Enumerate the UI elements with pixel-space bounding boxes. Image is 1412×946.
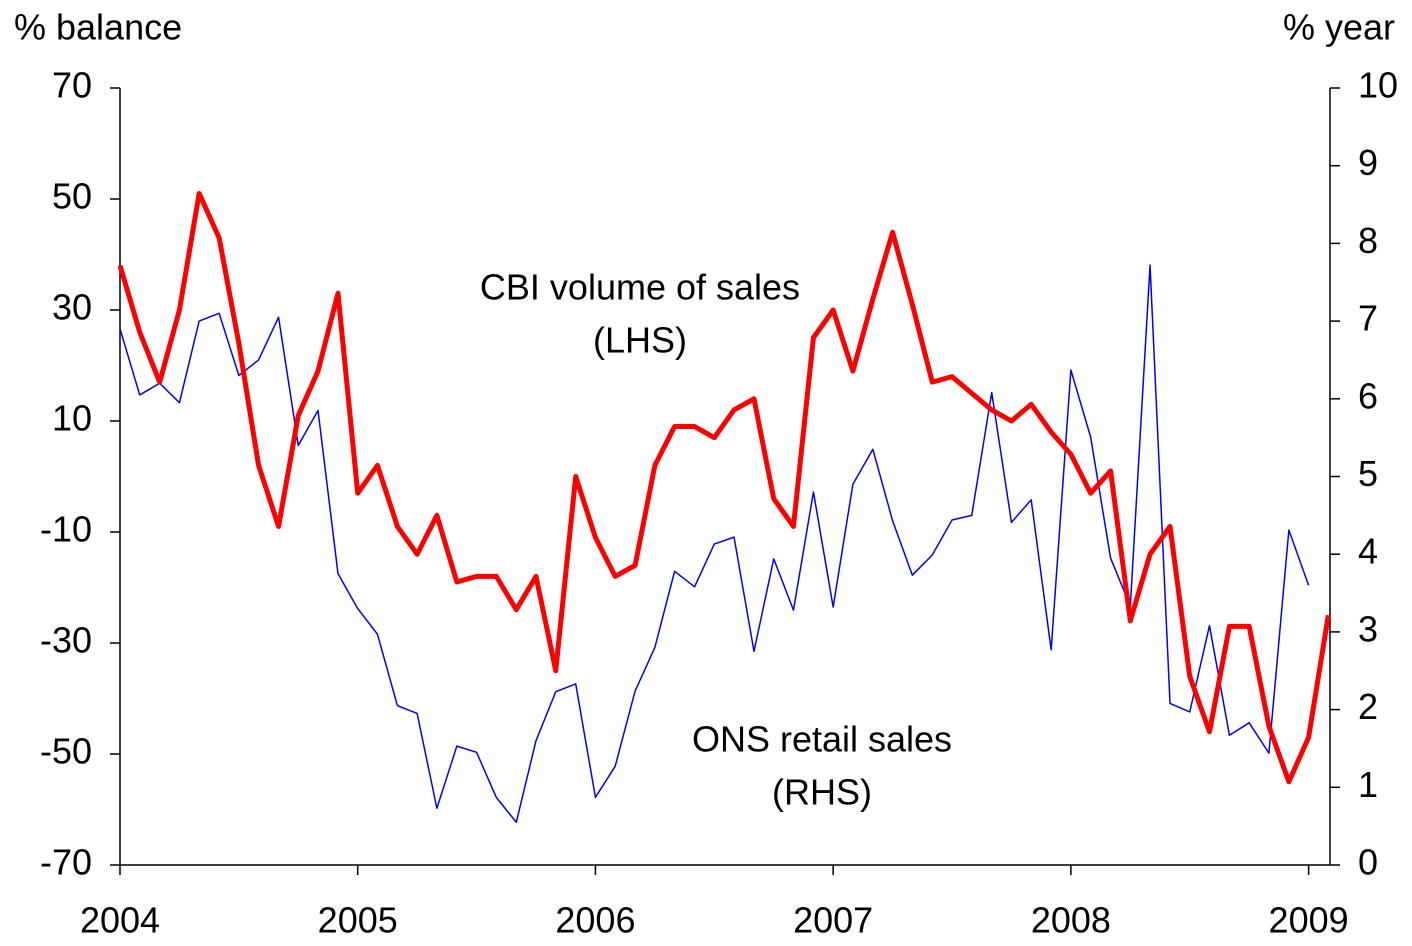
- y2-tick-label: 1: [1358, 764, 1378, 805]
- y-tick-label: -30: [40, 620, 92, 661]
- y2-tick-label: 9: [1358, 142, 1378, 183]
- y2-tick-label: 0: [1358, 842, 1378, 883]
- y-tick-label: -50: [40, 731, 92, 772]
- y2-tick-label: 2: [1358, 686, 1378, 727]
- y2-tick-label: 10: [1358, 65, 1398, 106]
- x-tick-label: 2004: [80, 900, 160, 941]
- annotation: (LHS): [593, 320, 687, 361]
- x-tick-label: 2008: [1031, 900, 1111, 941]
- y2-tick-label: 6: [1358, 375, 1378, 416]
- line-series: [117, 190, 1331, 785]
- y2-tick-label: 4: [1358, 531, 1378, 572]
- y2-axis-label: % year: [1283, 7, 1395, 48]
- y-tick-label: 30: [52, 287, 92, 328]
- annotation: CBI volume of sales: [480, 267, 800, 308]
- y-tick-label: 70: [52, 65, 92, 106]
- y2-tick-label: 7: [1358, 298, 1378, 339]
- annotation: (RHS): [772, 772, 872, 813]
- y-tick-label: 50: [52, 176, 92, 217]
- line-series: [119, 264, 1310, 824]
- y-axis-label: % balance: [14, 7, 182, 48]
- y-tick-label: 10: [52, 398, 92, 439]
- x-tick-label: 2006: [555, 900, 635, 941]
- y2-tick-label: 5: [1358, 453, 1378, 494]
- y2-tick-label: 8: [1358, 220, 1378, 261]
- x-tick-label: 2005: [318, 900, 398, 941]
- annotation: ONS retail sales: [692, 719, 952, 760]
- y-tick-label: -10: [40, 509, 92, 550]
- y2-tick-label: 3: [1358, 608, 1378, 649]
- y-tick-label: -70: [40, 842, 92, 883]
- x-tick-label: 2007: [793, 900, 873, 941]
- x-tick-label: 2009: [1269, 900, 1349, 941]
